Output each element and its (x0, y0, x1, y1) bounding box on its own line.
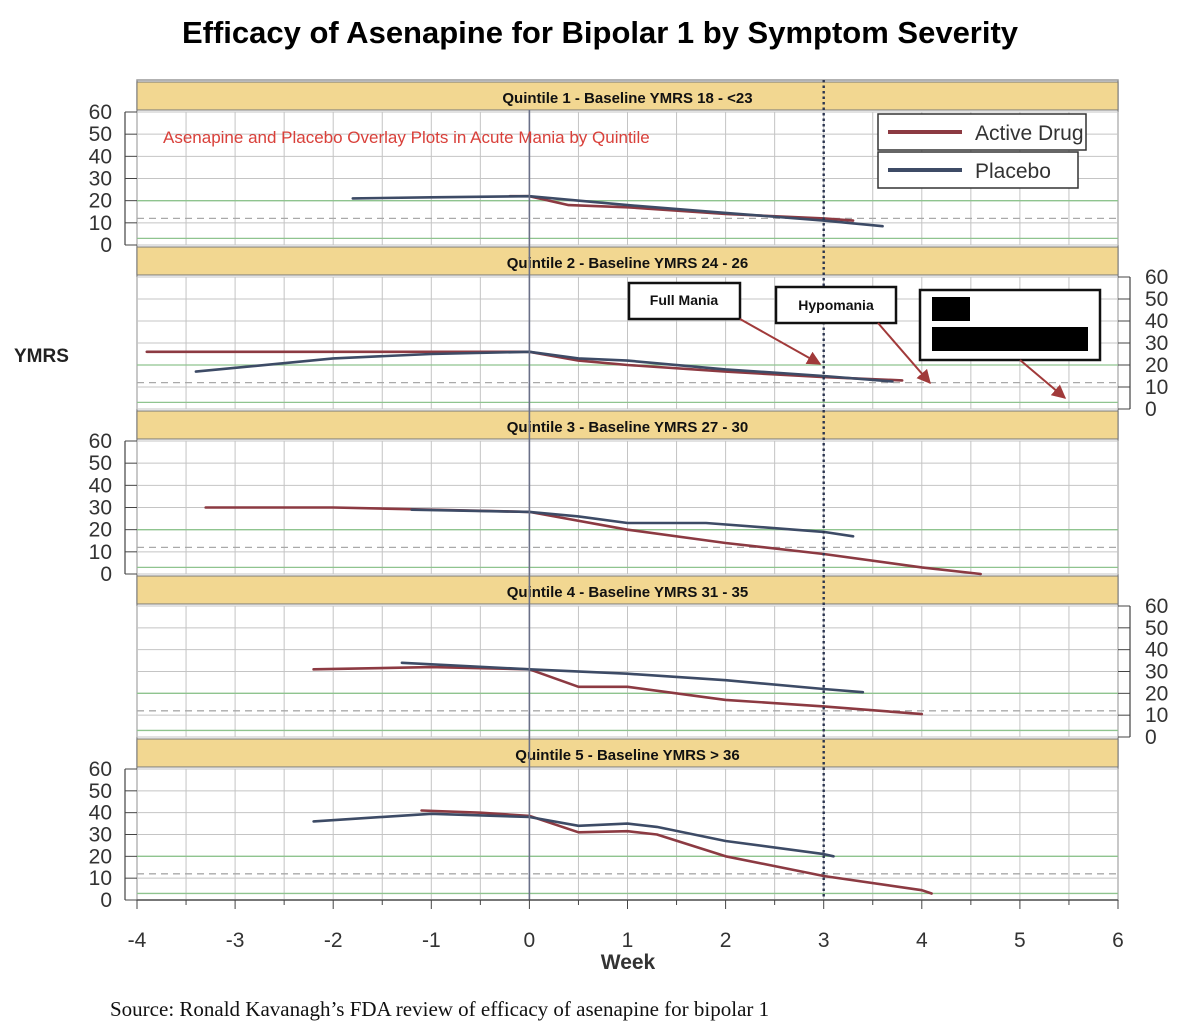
series-line-placebo-q5 (312, 812, 835, 858)
y-tick-label: 0 (100, 234, 112, 257)
series-line-placebo-q4 (400, 661, 865, 694)
panel-quintile-3: Quintile 3 - Baseline YMRS 27 - 30 605040… (89, 410, 1119, 586)
y-tick-label: 40 (1145, 310, 1168, 333)
chart-title: Efficacy of Asenapine for Bipolar 1 by S… (182, 15, 1019, 50)
y-tick-label: 20 (1145, 354, 1168, 377)
panel-header-label: Quintile 1 - Baseline YMRS 18 - <23 (502, 90, 752, 107)
y-tick-label: 0 (100, 563, 112, 586)
legend: Active Drug Placebo (877, 113, 1087, 189)
x-tick-label: 1 (622, 929, 634, 952)
panel-quintile-5: Quintile 5 - Baseline YMRS > 36 605040302… (89, 738, 1119, 912)
y-tick-label: 60 (89, 101, 112, 124)
y-tick-label: 50 (1145, 617, 1168, 640)
y-tick-label: 10 (1145, 376, 1168, 399)
y-tick-label: 30 (1145, 661, 1168, 684)
x-tick-label: 5 (1014, 929, 1026, 952)
full-mania-label: Full Mania (650, 292, 719, 308)
annotation-hypomania: Hypomania (774, 285, 931, 385)
y-tick-label: 40 (89, 474, 112, 497)
x-axis-label: Week (601, 951, 656, 974)
y-tick-label: 20 (89, 190, 112, 213)
x-tick-label: 2 (720, 929, 732, 952)
x-tick-label: -1 (422, 929, 441, 952)
y-tick-label: 60 (89, 758, 112, 781)
redaction-bar-long (932, 327, 1088, 351)
y-tick-label: 0 (100, 889, 112, 912)
series-line-placebo-q2 (194, 350, 894, 383)
y-tick-label: 60 (1145, 266, 1168, 289)
y-tick-label: 10 (1145, 704, 1168, 727)
x-tick-label: 6 (1112, 929, 1124, 952)
x-tick-label: -2 (324, 929, 343, 952)
y-tick-label: 10 (89, 212, 112, 235)
y-tick-label: 50 (1145, 288, 1168, 311)
y-tick-label: 60 (89, 430, 112, 453)
legend-label-active: Active Drug (975, 122, 1084, 145)
panel-header-band (136, 410, 1119, 440)
full-mania-arrow (739, 318, 822, 365)
y-tick-label: 50 (89, 123, 112, 146)
annotation-full-mania: Full Mania (627, 281, 822, 365)
series-line-active-drug-q5 (420, 809, 933, 895)
x-tick-label: 3 (818, 929, 830, 952)
source-note: Source: Ronald Kavanagh’s FDA review of … (110, 997, 769, 1021)
panel-header-band (136, 575, 1119, 605)
y-tick-label: 60 (1145, 595, 1168, 618)
x-axis: -4 -3 -2 -1 0 1 2 3 4 5 6 (128, 899, 1124, 952)
redacted-annotation (918, 288, 1102, 399)
y-tick-label: 20 (1145, 682, 1168, 705)
panel-header-band (136, 81, 1119, 111)
full-mania-box (627, 281, 742, 321)
panel-header-label: Quintile 4 - Baseline YMRS 31 - 35 (507, 584, 748, 601)
hypomania-arrow (877, 322, 931, 385)
y-tick-label: 30 (89, 497, 112, 520)
series-line-active-drug-q4 (312, 665, 924, 716)
y-tick-label: 30 (89, 168, 112, 191)
panels: Quintile 1 - Baseline YMRS 18 - <2360504… (89, 79, 1168, 912)
series-line-active-drug-q3 (204, 506, 982, 576)
panel-quintile-1: Quintile 1 - Baseline YMRS 18 - <23 60504… (89, 81, 1119, 257)
y-tick-label: 40 (1145, 639, 1168, 662)
y-tick-label: 50 (89, 452, 112, 475)
y-tick-label: 40 (89, 802, 112, 825)
y-tick-label: 0 (1145, 398, 1157, 421)
x-tick-label: -3 (226, 929, 245, 952)
hypomania-box (774, 285, 898, 325)
x-tick-label: 0 (524, 929, 536, 952)
y-tick-label: 30 (1145, 332, 1168, 355)
redacted-arrow (1019, 359, 1067, 399)
panel-header-band (136, 246, 1119, 276)
x-tick-label: 4 (916, 929, 928, 952)
y-tick-label: 30 (89, 824, 112, 847)
y-tick-label: 20 (89, 519, 112, 542)
y-tick-label: 10 (89, 541, 112, 564)
redaction-bar-short (932, 297, 970, 321)
panel-header-label: Quintile 5 - Baseline YMRS > 36 (515, 747, 739, 764)
y-tick-label: 50 (89, 780, 112, 803)
y-tick-label: 20 (89, 845, 112, 868)
panel-header-label: Quintile 2 - Baseline YMRS 24 - 26 (507, 255, 748, 272)
chart-subtitle: Asenapine and Placebo Overlay Plots in A… (163, 128, 650, 147)
y-axis-label: YMRS (14, 346, 69, 367)
hypomania-label: Hypomania (798, 297, 874, 313)
series-line-placebo-q3 (410, 508, 855, 538)
panel-header-label: Quintile 3 - Baseline YMRS 27 - 30 (507, 419, 748, 436)
legend-label-placebo: Placebo (975, 160, 1051, 183)
panel-header-band (136, 738, 1119, 768)
panel-quintile-4: Quintile 4 - Baseline YMRS 31 - 35 605040… (136, 575, 1168, 749)
y-tick-label: 0 (1145, 726, 1157, 749)
reference-lines (528, 80, 825, 900)
x-tick-label: -4 (128, 929, 147, 952)
y-tick-label: 40 (89, 145, 112, 168)
y-tick-label: 10 (89, 867, 112, 890)
series-line-placebo-q1 (351, 194, 884, 228)
series-line-active-drug-q2 (145, 350, 904, 382)
